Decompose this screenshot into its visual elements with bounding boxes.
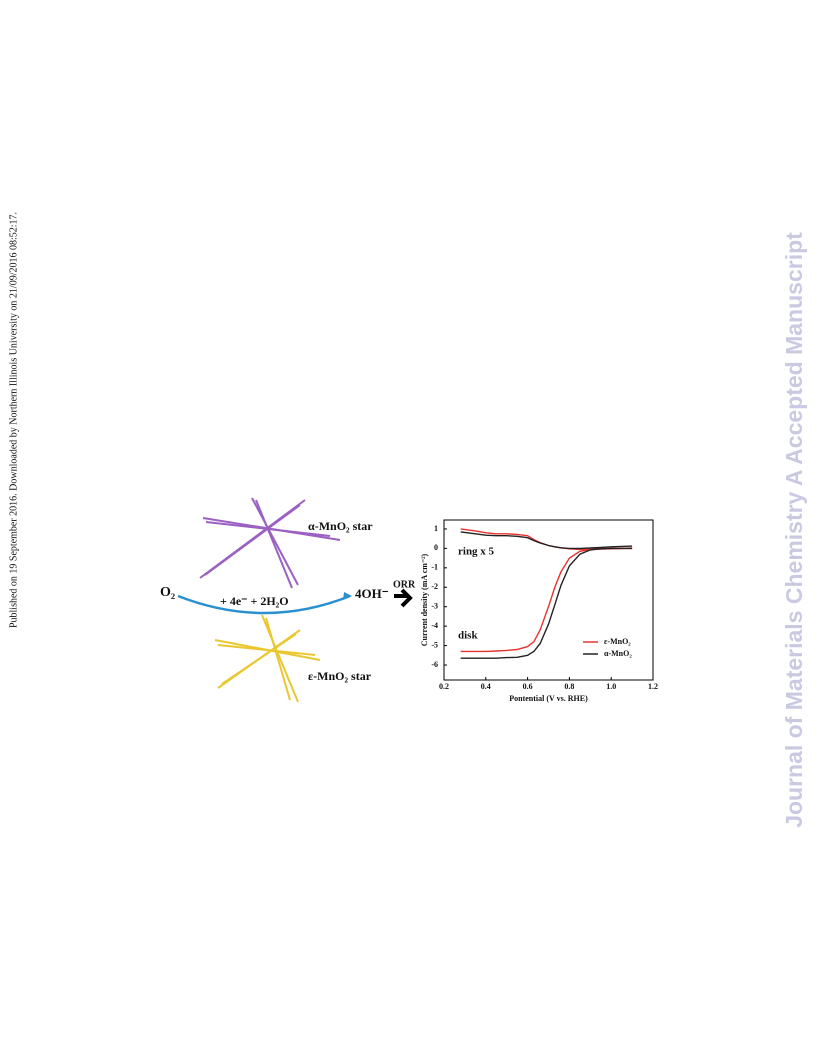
y-tick-label: -3 (431, 602, 438, 611)
x-tick-label: 0.2 (439, 682, 449, 691)
reaction-arrow (177, 594, 351, 615)
line-ring (460, 531, 633, 550)
x-tick-label: 0.6 (523, 682, 533, 691)
y-tick-label: -4 (431, 621, 438, 630)
alpha-label: α-MnO₂ star (308, 519, 373, 533)
plot-frame (443, 519, 654, 681)
x-tick-label: 0.4 (481, 682, 491, 691)
orr-label: ORR (393, 579, 416, 590)
watermark: Journal of Materials Chemistry A Accepte… (781, 232, 807, 828)
y-tick-label: -6 (431, 660, 438, 669)
side-note: Published on 19 September 2016. Download… (8, 212, 19, 628)
chart: 0.2 0.4 0.6 0.8 1.0 1.2 -6 -5 -4 -3 -2 -1 0 1 Pontenti… (420, 519, 658, 703)
annotation: disk (458, 630, 478, 642)
y-tick-label: -1 (431, 563, 438, 572)
legend-label: ε-MnO₂ (604, 637, 631, 646)
reactant: O₂ (160, 585, 175, 600)
x-axis-label: Pontential (V vs. RHE) (509, 694, 588, 703)
legend-label: α-MnO₂ (604, 649, 632, 658)
y-axis-label: Current density (mA cm⁻²) (420, 553, 429, 646)
product: 4OH⁻ (355, 586, 389, 601)
arrow-head (343, 592, 352, 600)
x-tick-label: 1.0 (606, 682, 616, 691)
reagents: + 4e⁻ + 2H₂O (220, 594, 289, 608)
annotation: ring x 5 (458, 546, 495, 558)
alpha-star (199, 497, 341, 589)
y-tick-label: 1 (434, 524, 438, 533)
orr-arrow (394, 588, 413, 608)
y-tick-label: 0 (434, 543, 438, 552)
y-tick-label: -2 (431, 582, 438, 591)
x-tick-label: 1.2 (648, 682, 658, 691)
line-values (460, 547, 633, 659)
y-tick-label: -5 (431, 640, 438, 649)
x-tick-label: 0.8 (564, 682, 574, 691)
epsilon-star (214, 614, 321, 703)
epsilon-label: ε-MnO₂ star (308, 669, 372, 683)
